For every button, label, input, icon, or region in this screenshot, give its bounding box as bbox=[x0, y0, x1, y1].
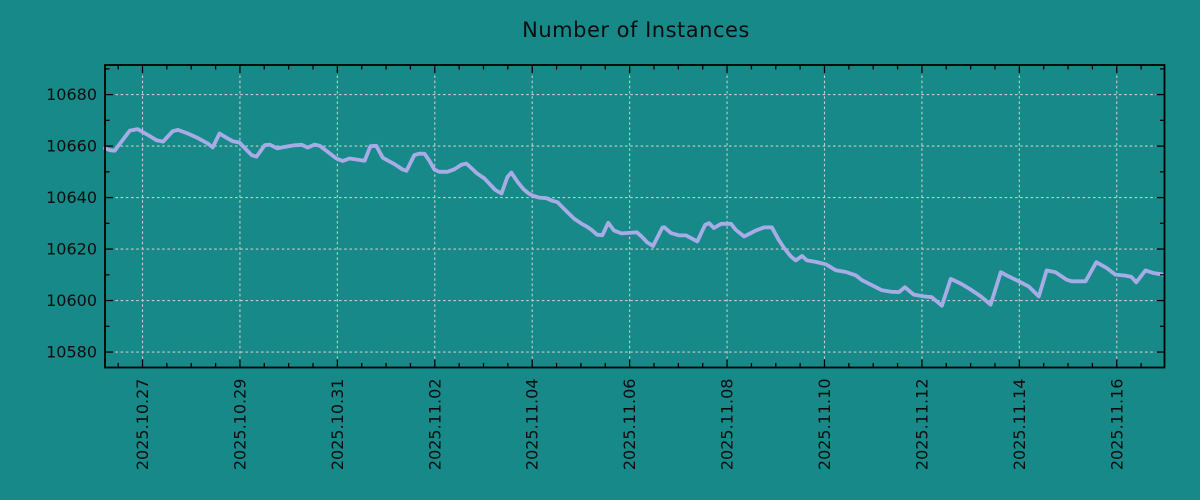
chart-title: Number of Instances bbox=[522, 18, 750, 42]
x-axis-labels: 2025.10.27 2025.10.29 2025.10.31 2025.11.02… bbox=[133, 379, 1126, 471]
x-tick-label: 2025.11.12 bbox=[912, 379, 931, 471]
x-tick-label: 2025.10.27 bbox=[133, 379, 152, 471]
y-tick-label: 10600 bbox=[46, 291, 97, 310]
x-tick-label: 2025.11.02 bbox=[425, 379, 444, 471]
x-tick-label: 2025.10.29 bbox=[230, 379, 249, 471]
series-layer bbox=[103, 127, 1166, 308]
plot-border bbox=[104, 64, 1166, 369]
x-tick-label: 2025.11.14 bbox=[1010, 379, 1029, 471]
grid-layer bbox=[105, 65, 1165, 368]
x-tick-label: 2025.11.08 bbox=[718, 379, 737, 471]
y-tick-label: 10580 bbox=[46, 343, 97, 362]
y-axis-labels: 10580 10600 10620 10640 10660 10680 bbox=[46, 85, 97, 361]
x-tick-label: 2025.11.06 bbox=[620, 379, 639, 471]
x-tick-label: 2025.11.04 bbox=[523, 379, 542, 471]
y-tick-label: 10680 bbox=[46, 85, 97, 104]
y-tick-label: 10620 bbox=[46, 240, 97, 259]
x-tick-label: 2025.10.31 bbox=[328, 379, 347, 471]
y-tick-label: 10660 bbox=[46, 137, 97, 156]
x-tick-label: 2025.11.10 bbox=[815, 379, 834, 471]
x-tick-label: 2025.11.16 bbox=[1107, 379, 1126, 471]
y-tick-label: 10640 bbox=[46, 188, 97, 207]
series-line-instances bbox=[103, 127, 1166, 308]
